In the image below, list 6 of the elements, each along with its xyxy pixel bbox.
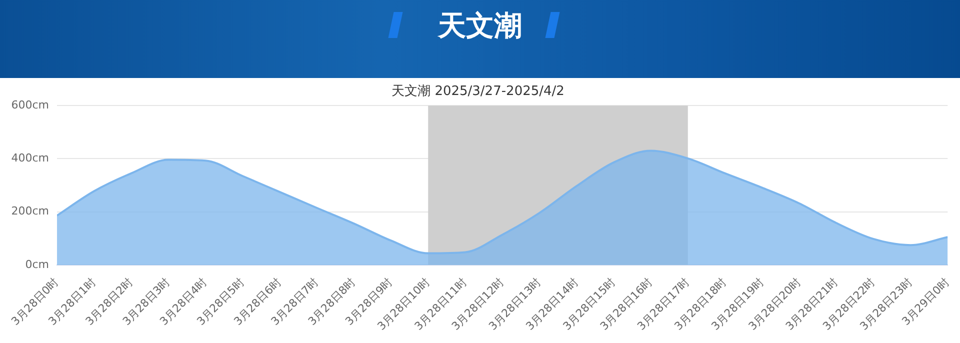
y-tick-label: 200cm: [11, 204, 49, 218]
y-tick-label: 0cm: [25, 258, 49, 271]
y-tick-label: 600cm: [11, 98, 49, 112]
chart-title: 天文潮: [438, 9, 522, 42]
y-tick-label: 400cm: [11, 152, 49, 165]
chart-subtitle: 天文潮 2025/3/27-2025/4/2: [392, 84, 564, 100]
